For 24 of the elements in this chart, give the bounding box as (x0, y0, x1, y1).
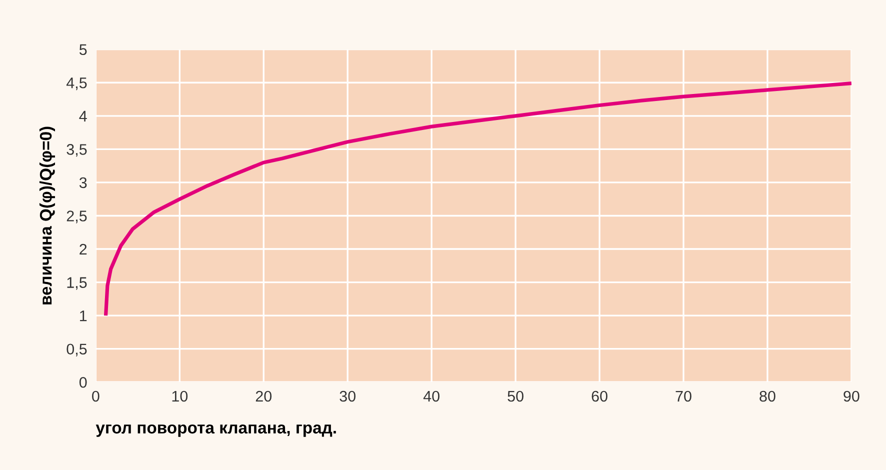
x-tick-label: 0 (92, 390, 100, 402)
x-tick-label: 50 (508, 390, 524, 402)
line-series (104, 81, 852, 318)
y-tick-label: 5 (79, 44, 87, 56)
y-tick-label: 4 (79, 110, 87, 122)
x-tick-label: 80 (760, 390, 776, 402)
x-tick-label: 10 (172, 390, 188, 402)
y-tick-label: 2 (80, 244, 87, 255)
x-axis-title: угол поворота клапана, град. (96, 424, 336, 437)
y-tick-label: 0,5 (66, 344, 87, 356)
y-axis-title: величина Q(φ)/Q(φ=0) (39, 126, 56, 304)
y-tick-label: 1 (80, 310, 87, 322)
x-tick-label: 30 (340, 390, 356, 402)
x-tick-label: 70 (676, 390, 692, 402)
x-tick-label: 40 (423, 390, 440, 402)
y-tick-label: 3 (79, 177, 87, 188)
y-tick-label: 1,5 (67, 277, 87, 290)
y-tick-label: 2,5 (66, 210, 87, 224)
x-tick-label: 90 (844, 390, 860, 402)
y-tick-label: 3,5 (66, 144, 87, 157)
y-tick-label: 0 (79, 376, 87, 388)
x-tick-label: 20 (256, 390, 272, 402)
x-tick-label: 60 (592, 390, 608, 402)
y-tick-label: 4,5 (66, 78, 87, 90)
